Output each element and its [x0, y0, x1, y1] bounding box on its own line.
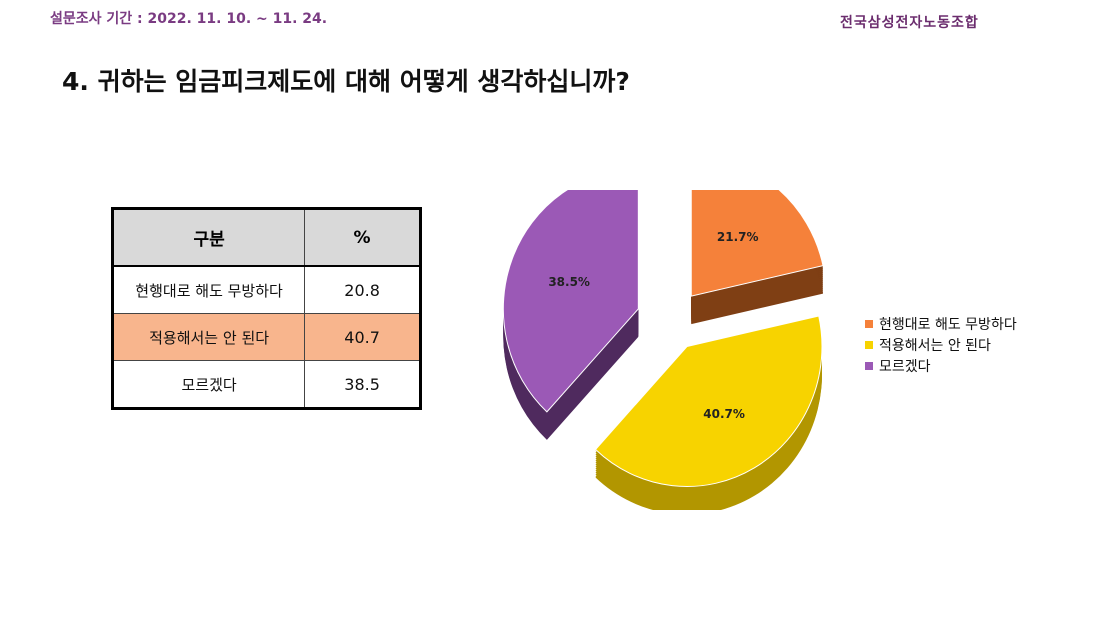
pie-slice-tops: [502, 190, 824, 487]
row-value: 20.8: [304, 265, 421, 314]
question-title: 4. 귀하는 임금피크제도에 대해 어떻게 생각하십니까?: [62, 67, 630, 96]
chart-legend: 현행대로 해도 무방하다 적용해서는 안 된다 모르겠다: [865, 313, 1017, 376]
legend-label: 적용해서는 안 된다: [879, 337, 991, 354]
row-label: 현행대로 해도 무방하다: [111, 265, 306, 314]
row-label: 적용해서는 안 된다: [111, 313, 306, 361]
pie-data-label-0: 21.7%: [717, 230, 759, 244]
result-table: 구분 % 현행대로 해도 무방하다 20.8 적용해서는 안 된다 40.7 모…: [111, 207, 422, 410]
column-header-percent: %: [304, 208, 421, 267]
legend-label: 현행대로 해도 무방하다: [879, 316, 1017, 333]
pie-slice-2: [502, 190, 639, 413]
table-header-row: 구분 %: [111, 208, 421, 267]
row-label: 모르겠다: [111, 360, 306, 409]
union-name: 전국삼성전자노동조합: [840, 15, 979, 31]
column-header-category: 구분: [111, 208, 306, 267]
row-value: 40.7: [304, 313, 421, 361]
legend-item: 현행대로 해도 무방하다: [865, 313, 1017, 334]
pie-slice-0: [690, 190, 824, 297]
pie-data-label-2: 38.5%: [548, 275, 590, 289]
legend-swatch: [865, 361, 873, 370]
pie-chart: 21.7% 40.7% 38.5%: [502, 190, 824, 510]
survey-period: 설문조사 기간 : 2022. 11. 10. ~ 11. 24.: [50, 11, 328, 27]
pie-slice-1: [594, 315, 823, 487]
table-row: 현행대로 해도 무방하다 20.8: [111, 265, 421, 314]
table-row-highlighted: 적용해서는 안 된다 40.7: [111, 313, 421, 361]
pie-data-labels: 21.7% 40.7% 38.5%: [548, 230, 758, 421]
legend-item: 모르겠다: [865, 355, 1017, 376]
row-value: 38.5: [304, 360, 421, 409]
pie-data-label-1: 40.7%: [703, 407, 745, 421]
legend-swatch: [865, 319, 873, 328]
table-row: 모르겠다 38.5: [111, 360, 421, 409]
legend-item: 적용해서는 안 된다: [865, 334, 1017, 355]
legend-label: 모르겠다: [879, 358, 931, 375]
legend-swatch: [865, 340, 873, 349]
